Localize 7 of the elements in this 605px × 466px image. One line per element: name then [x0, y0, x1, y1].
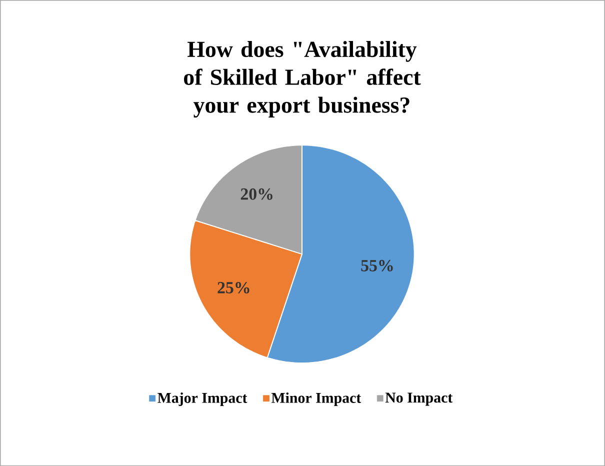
legend-label: Major Impact — [158, 392, 248, 406]
data-label: 55% — [361, 260, 393, 272]
legend-label: Minor Impact — [271, 392, 362, 406]
data-label: 20% — [240, 188, 272, 200]
legend-label: No Impact — [385, 392, 453, 406]
data-label: 25% — [218, 282, 250, 294]
chart-title: How does "Availability of Skilled Labor" affect your export business? — [184, 40, 421, 118]
